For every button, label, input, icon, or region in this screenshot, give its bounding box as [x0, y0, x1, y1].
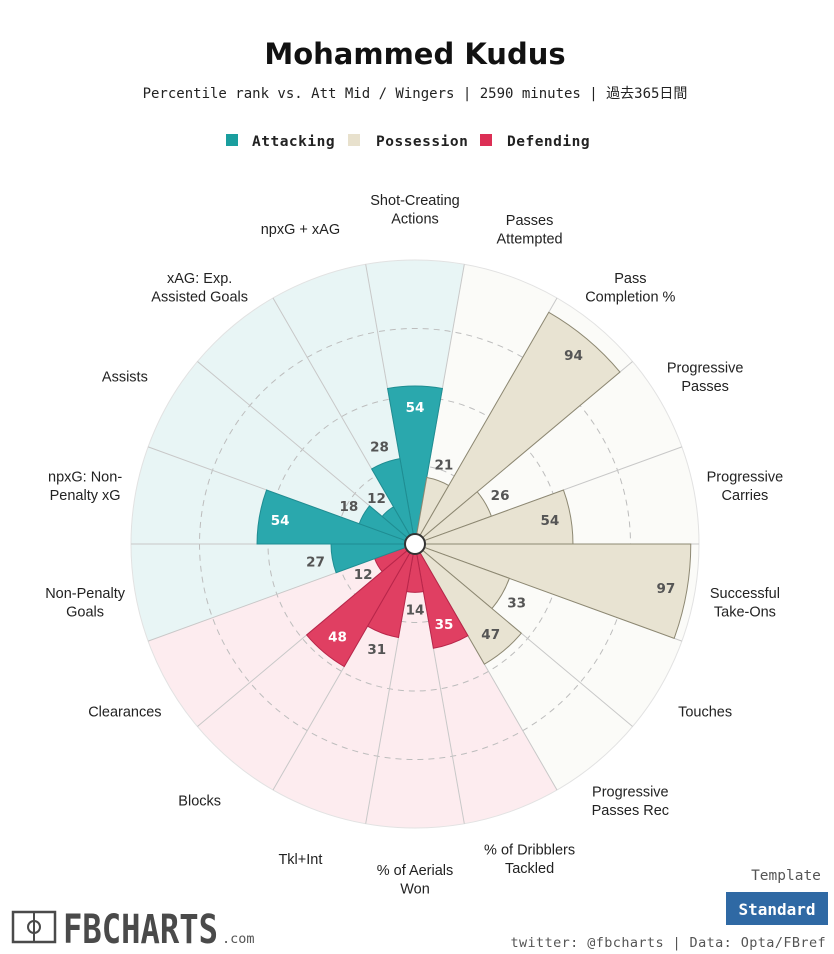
category-label-pass-completion: Pass Completion %: [585, 271, 675, 306]
background-sector-assists: [148, 361, 408, 541]
value-label-progressive-carries: 54: [540, 513, 559, 529]
value-label-passes-attempted: 21: [435, 458, 454, 474]
value-label-pass-completion: 94: [564, 348, 583, 364]
value-label-of-dribblers-tackled: 35: [435, 617, 454, 633]
category-label-successful-take-ons: Successful Take-Ons: [710, 586, 780, 621]
category-label-of-dribblers-tackled: % of Dribblers Tackled: [484, 843, 575, 878]
category-label-clearances: Clearances: [88, 705, 161, 721]
background-sector-passes-attempted: [416, 264, 557, 536]
category-label-touches: Touches: [678, 705, 732, 721]
value-label-npxg-xag: 28: [370, 440, 389, 456]
legend-label-possession: Possession: [376, 134, 468, 150]
legend-swatch-attacking: [226, 134, 238, 146]
wedge-layer: [130, 259, 700, 829]
value-label-of-aerials-won: 14: [406, 602, 425, 618]
category-label-of-aerials-won: % of Aerials Won: [377, 863, 454, 898]
brand-suffix: .com: [222, 931, 255, 947]
value-label-blocks: 48: [328, 629, 347, 645]
category-label-npxg-xag: npxG + xAG: [261, 222, 340, 238]
category-label-xag-exp-assisted-goals: xAG: Exp. Assisted Goals: [151, 271, 248, 306]
value-label-touches: 33: [507, 596, 526, 612]
value-label-assists: 18: [340, 499, 359, 515]
background-sector-clearances: [148, 547, 408, 727]
category-label-passes-attempted: Passes Attempted: [497, 213, 563, 248]
category-label-progressive-passes-rec: Progressive Passes Rec: [592, 784, 669, 819]
legend-swatch-defending: [480, 134, 492, 146]
chart-subtitle: Percentile rank vs. Att Mid / Wingers | …: [143, 86, 688, 102]
category-label-blocks: Blocks: [178, 794, 221, 810]
category-label-progressive-carries: Progressive Carries: [707, 470, 784, 505]
template-standard-button[interactable]: Standard: [726, 892, 828, 925]
legend-swatch-possession: [348, 134, 360, 146]
legend-label-defending: Defending: [507, 134, 590, 150]
brand-logo: FBCHARTS .com: [11, 907, 255, 953]
chart-title: Mohammed Kudus: [264, 37, 565, 71]
value-label-progressive-passes-rec: 47: [481, 627, 500, 643]
legend-label-attacking: Attacking: [252, 134, 335, 150]
brand-name: FBCHARTS: [63, 907, 218, 953]
footer-credit: twitter: @fbcharts | Data: Opta/FBref: [510, 935, 826, 951]
pitch-icon: [11, 910, 57, 944]
background-sector-xag-exp-assisted-goals: [197, 298, 410, 538]
background-sector-progressive-passes: [422, 361, 682, 541]
legend: Attacking Possession Defending: [226, 134, 590, 150]
value-label-non-penalty-goals: 27: [306, 555, 325, 571]
value-label-shot-creating-actions: 54: [406, 400, 425, 416]
value-label-clearances: 12: [354, 567, 373, 583]
center-hub: [404, 533, 426, 555]
template-label: Template: [751, 868, 821, 884]
category-label-progressive-passes: Progressive Passes: [667, 360, 744, 395]
category-label-assists: Assists: [102, 370, 148, 386]
category-label-shot-creating-actions: Shot-Creating Actions: [370, 193, 459, 228]
category-label-npxg-non-penalty-xg: npxG: Non-Penalty xG: [48, 470, 122, 505]
value-label-tkl-int: 31: [367, 642, 386, 658]
value-label-npxg-non-penalty-xg: 54: [271, 513, 290, 529]
template-standard-label[interactable]: Standard: [738, 900, 815, 919]
category-label-tkl-int: Tkl+Int: [278, 852, 322, 868]
value-label-successful-take-ons: 97: [657, 581, 676, 597]
category-labels: 54 21 94 26 54 97 33 47 35 14 31 48 12 27 54 18 12 28 Shot…: [45, 193, 783, 898]
value-label-xag-exp-assisted-goals: 12: [367, 491, 386, 507]
category-label-non-penalty-goals: Non-Penalty Goals: [45, 586, 126, 621]
value-label-progressive-passes: 26: [491, 488, 510, 504]
background-sector-of-aerials-won: [365, 553, 465, 829]
